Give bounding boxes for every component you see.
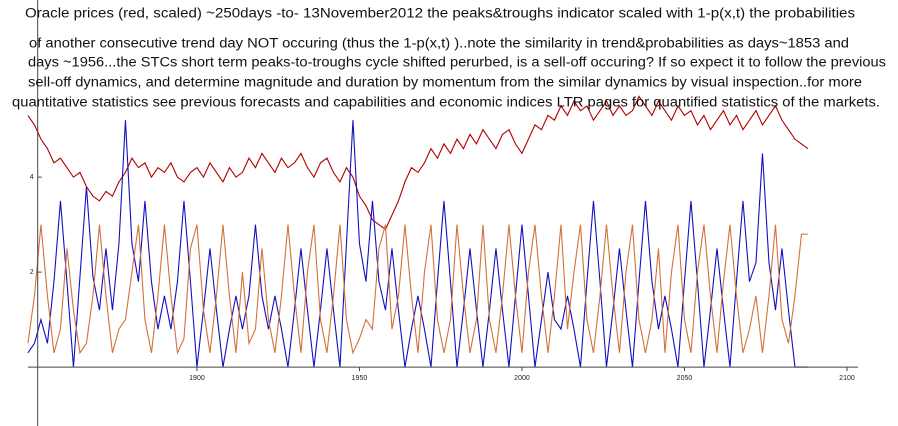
- y-tick-label: 2: [30, 269, 34, 276]
- annotation-line: of another consecutive trend day NOT occ…: [29, 36, 849, 51]
- annotation-line: sell-off dynamics, and determine magnitu…: [28, 75, 862, 90]
- annotation: Oracle prices (red, scaled) ~250days -to…: [12, 6, 886, 110]
- annotation-line: Oracle prices (red, scaled) ~250days -to…: [25, 6, 855, 21]
- y-tick-label: 4: [30, 174, 34, 181]
- series-line: [27, 120, 808, 368]
- x-tick-label: 1950: [352, 375, 368, 382]
- series-line: [27, 95, 809, 231]
- annotation-line: days ~1956...the STCs short term peaks-t…: [28, 55, 886, 70]
- x-tick-label: 2000: [514, 375, 530, 382]
- x-tick-label: 2100: [839, 375, 855, 382]
- x-tick-label: 2050: [677, 375, 693, 382]
- annotation-line: quantitative statistics see previous for…: [12, 95, 880, 110]
- x-tick-label: 1900: [189, 375, 205, 382]
- series-line: [27, 224, 808, 355]
